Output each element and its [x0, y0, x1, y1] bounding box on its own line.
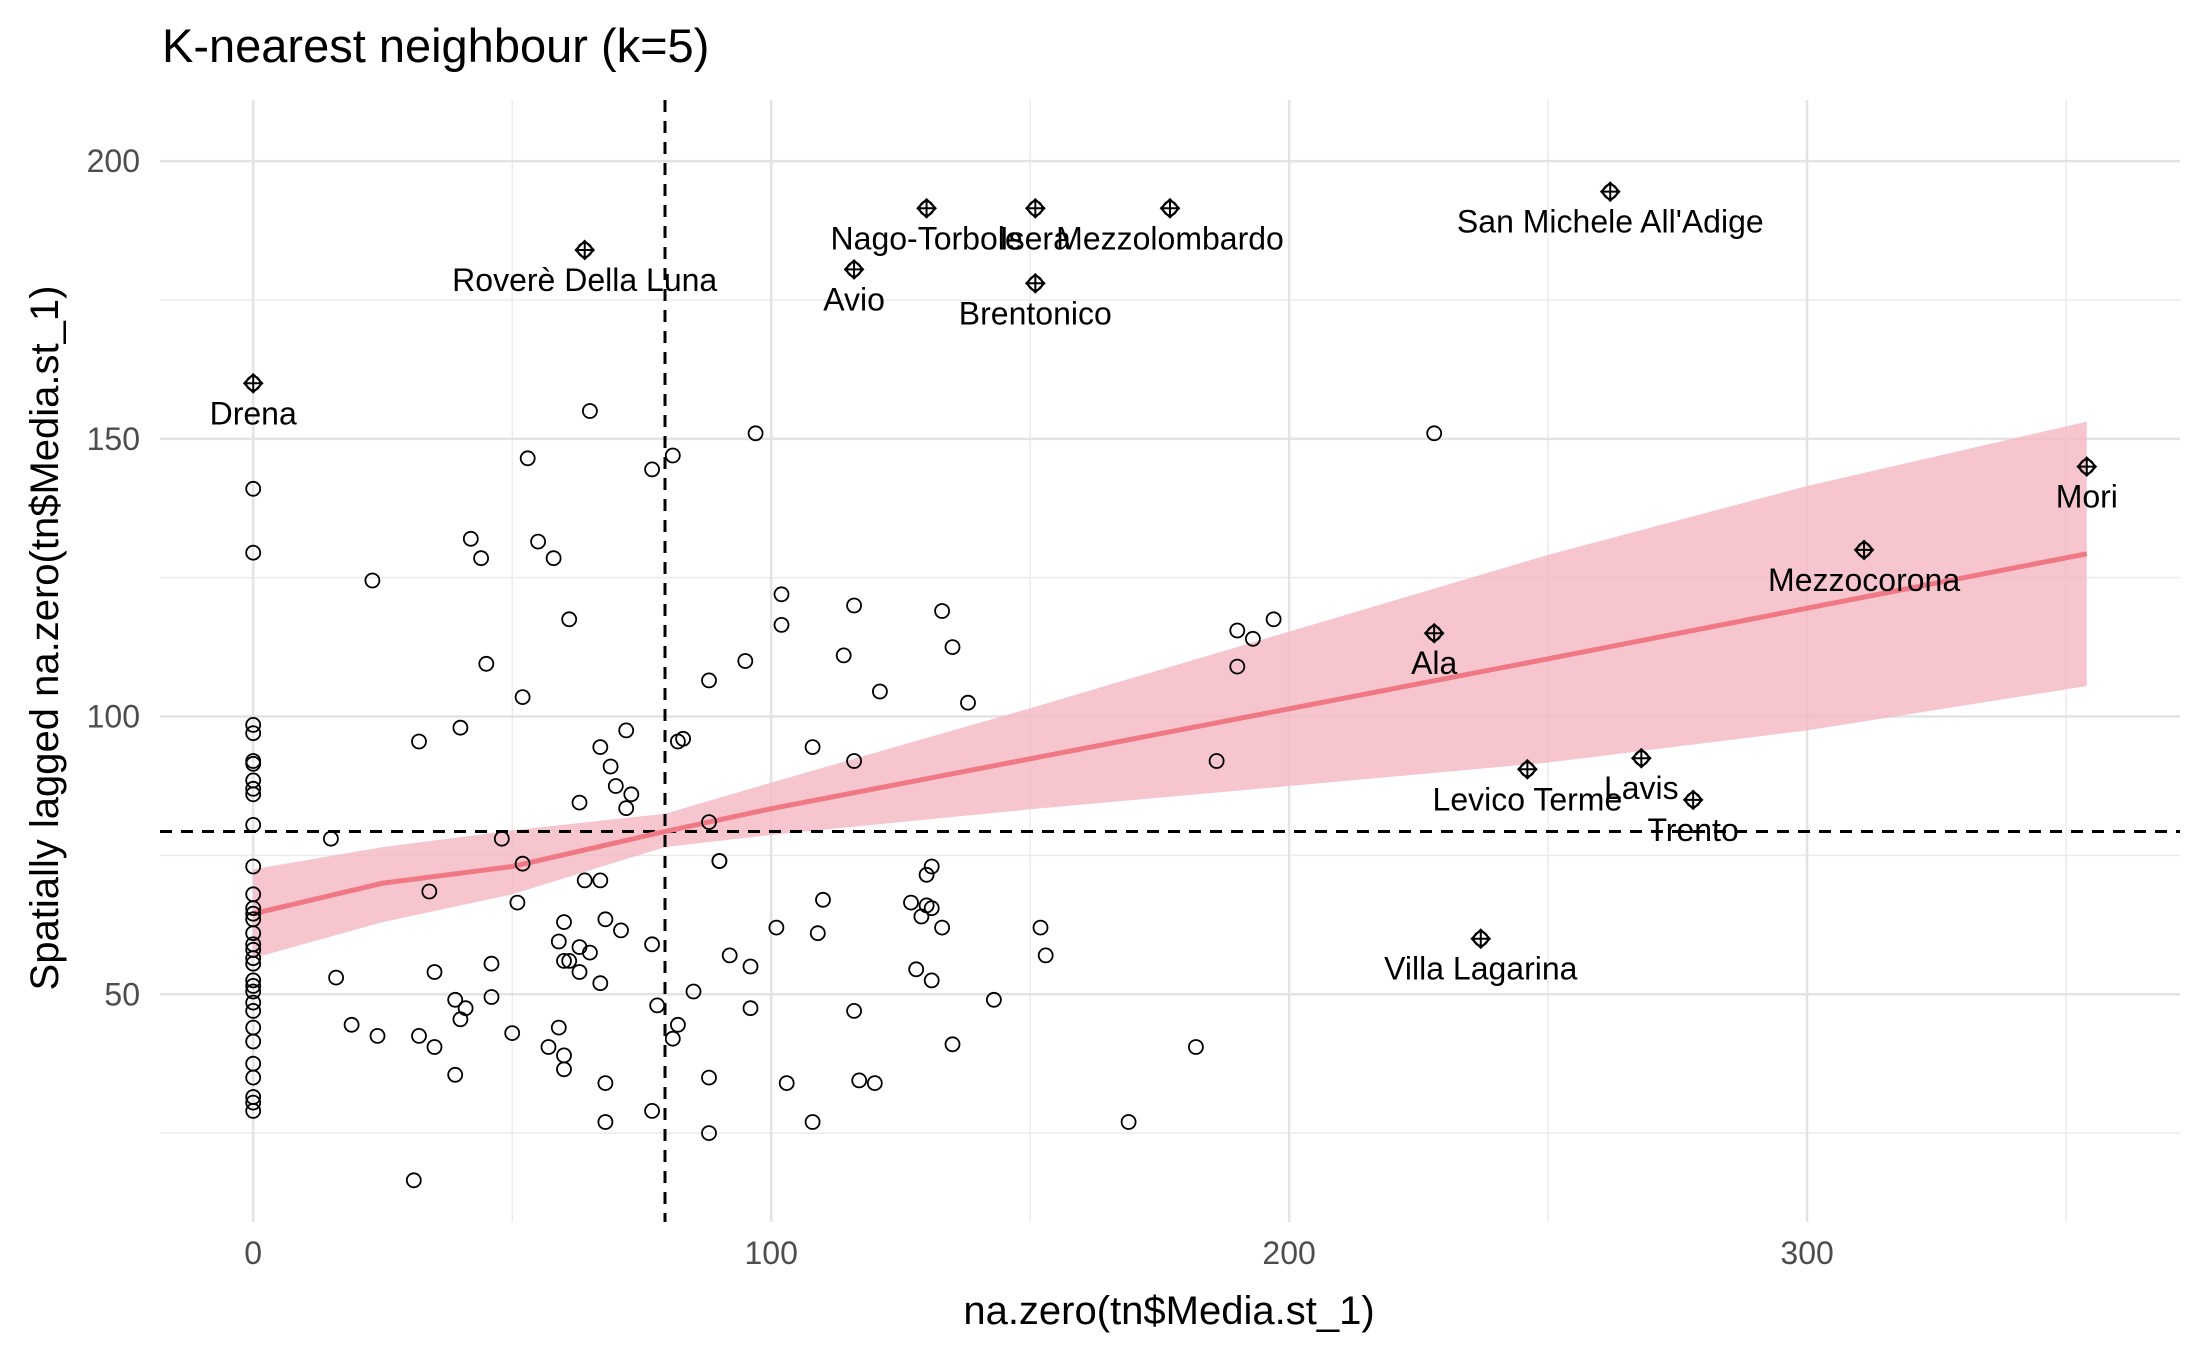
- point-label: Brentonico: [959, 295, 1112, 331]
- x-tick-label: 0: [244, 1235, 262, 1271]
- point-label: Trento: [1647, 812, 1738, 848]
- y-tick-label: 150: [87, 421, 140, 457]
- chart-title: K-nearest neighbour (k=5): [162, 19, 709, 72]
- point-label: Roverè Della Luna: [452, 262, 717, 298]
- point-label: Mezzolombardo: [1056, 220, 1284, 256]
- point-label: Drena: [210, 395, 297, 431]
- point-label: San Michele All'Adige: [1457, 204, 1764, 240]
- y-tick-label: 200: [87, 143, 140, 179]
- point-label: Villa Lagarina: [1384, 951, 1578, 987]
- point-label: Avio: [823, 281, 885, 317]
- point-label: Nago-Torbole: [831, 220, 1023, 256]
- point-label: Lavis: [1604, 770, 1679, 806]
- y-axis-title: Spatially lagged na.zero(tn$Media.st_1): [23, 286, 67, 991]
- y-tick-label: 100: [87, 699, 140, 735]
- point-label: Levico Terme: [1433, 781, 1623, 817]
- point-label: Mori: [2056, 479, 2118, 515]
- x-tick-label: 300: [1780, 1235, 1833, 1271]
- x-tick-label: 100: [745, 1235, 798, 1271]
- x-tick-label: 200: [1262, 1235, 1315, 1271]
- x-axis-title: na.zero(tn$Media.st_1): [963, 1289, 1374, 1333]
- y-tick-label: 50: [104, 976, 140, 1012]
- point-label: Ala: [1411, 645, 1457, 681]
- point-label: Mezzocorona: [1768, 562, 1960, 598]
